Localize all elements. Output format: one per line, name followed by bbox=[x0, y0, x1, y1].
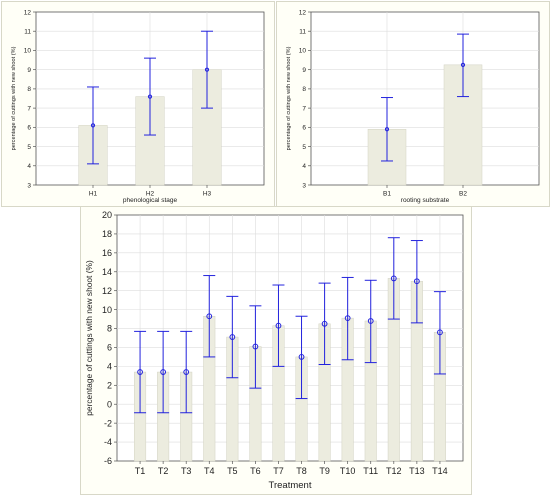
y-tick-label: 8 bbox=[302, 86, 306, 93]
x-tick-label: T6 bbox=[250, 466, 261, 476]
chart-panel-treatment: -6 -4 -2 0 2 4 6 8 10 12 14 16 18 20 T1 T2 T3 T4 T5 T6 T7 T8 T… bbox=[80, 206, 472, 495]
x-tick-label: B1 bbox=[383, 191, 391, 198]
x-tick-label: T13 bbox=[409, 466, 425, 476]
y-tick-label: 12 bbox=[299, 9, 307, 16]
y-tick-label: 14 bbox=[102, 267, 112, 277]
x-tick-label: T10 bbox=[340, 466, 356, 476]
y-axis-label: percentage of cuttings with new shoot (%… bbox=[286, 46, 292, 150]
mean-point bbox=[206, 313, 213, 320]
mean-point bbox=[390, 275, 397, 282]
plot-area bbox=[116, 214, 464, 462]
mean-point bbox=[344, 315, 351, 322]
x-tick-label: T14 bbox=[432, 466, 448, 476]
x-axis-label: Treatment bbox=[269, 480, 312, 491]
mean-point bbox=[90, 123, 96, 128]
y-tick-label: 16 bbox=[102, 248, 112, 258]
x-tick-label: T2 bbox=[158, 466, 169, 476]
mean-point bbox=[275, 322, 282, 329]
x-tick-label: T7 bbox=[273, 466, 284, 476]
x-tick-label: T1 bbox=[135, 466, 146, 476]
x-axis-label: phenological stage bbox=[123, 197, 178, 204]
y-tick-label: 2 bbox=[107, 380, 112, 390]
chart-panel-rooting-substrate: 3 4 5 6 7 8 9 10 11 12 B1 B2 rooting substrate percen… bbox=[276, 1, 550, 207]
y-tick-label: 9 bbox=[302, 67, 306, 74]
chart-svg-phenological-stage: 3 4 5 6 7 8 9 10 11 12 H1 H2 H3 phenological stage per… bbox=[11, 9, 265, 204]
y-tick-label: 18 bbox=[102, 229, 112, 239]
y-tick-label: 11 bbox=[299, 28, 306, 35]
y-tick-label: 6 bbox=[27, 125, 31, 132]
y-tick-label: 5 bbox=[302, 144, 306, 151]
chart-svg-treatment: -6 -4 -2 0 2 4 6 8 10 12 14 16 18 20 T1 T2 T3 T4 T5 T6 T7 T8 T… bbox=[84, 210, 464, 491]
y-tick-label: 5 bbox=[27, 144, 31, 151]
mean-point bbox=[437, 329, 443, 336]
x-axis-label: rooting substrate bbox=[401, 197, 450, 204]
y-axis-label: percentage of cuttings with new shoot (%… bbox=[84, 260, 94, 416]
y-axis-label: percentage of cuttings with new shoot (%… bbox=[11, 46, 17, 150]
mean-point bbox=[460, 62, 466, 67]
y-tick-label: 9 bbox=[27, 67, 31, 74]
mean-point bbox=[137, 369, 143, 375]
x-tick-label: T5 bbox=[227, 466, 238, 476]
chart-panel-phenological-stage: 3 4 5 6 7 8 9 10 11 12 H1 H2 H3 phenological stage per… bbox=[1, 1, 275, 207]
x-tick-label: T8 bbox=[296, 466, 307, 476]
mean-point bbox=[413, 278, 420, 285]
chart-svg-rooting-substrate: 3 4 5 6 7 8 9 10 11 12 B1 B2 rooting substrate percen… bbox=[286, 9, 540, 204]
y-tick-label: -4 bbox=[104, 437, 112, 447]
y-tick-label: 12 bbox=[102, 286, 112, 296]
mean-point bbox=[147, 94, 153, 99]
y-tick-label: 10 bbox=[24, 48, 32, 55]
y-tick-label: -6 bbox=[104, 456, 112, 466]
x-tick-label: H3 bbox=[203, 191, 212, 198]
x-tick-label: T4 bbox=[204, 466, 215, 476]
x-tick-label: T9 bbox=[319, 466, 330, 476]
mean-point bbox=[321, 320, 328, 327]
y-tick-label: 12 bbox=[24, 9, 32, 16]
y-tick-label: 4 bbox=[302, 163, 306, 170]
x-tick-label: B2 bbox=[459, 191, 467, 198]
y-tick-label: 10 bbox=[102, 305, 112, 315]
y-tick-label: 0 bbox=[107, 399, 112, 409]
y-tick-label: 3 bbox=[27, 182, 31, 189]
mean-point bbox=[229, 334, 236, 340]
bar bbox=[443, 64, 483, 186]
x-tick-label: H1 bbox=[89, 191, 98, 198]
x-tick-label: H2 bbox=[146, 191, 155, 198]
y-tick-label: 11 bbox=[24, 28, 31, 35]
y-tick-label: 20 bbox=[102, 210, 112, 220]
mean-point bbox=[183, 369, 190, 375]
x-tick-label: T3 bbox=[181, 466, 192, 476]
mean-point bbox=[160, 369, 167, 375]
y-tick-label: 6 bbox=[302, 125, 306, 132]
mean-point bbox=[367, 318, 374, 324]
y-tick-label: 4 bbox=[107, 362, 112, 372]
y-tick-label: -2 bbox=[104, 418, 112, 428]
mean-point bbox=[204, 67, 210, 72]
y-tick-label: 6 bbox=[107, 343, 112, 353]
plot-area bbox=[310, 11, 540, 186]
mean-point bbox=[252, 343, 259, 350]
y-tick-label: 4 bbox=[27, 163, 31, 170]
y-tick-label: 7 bbox=[27, 105, 31, 112]
x-tick-label: T11 bbox=[363, 466, 378, 476]
y-tick-label: 7 bbox=[302, 105, 306, 112]
x-tick-label: T12 bbox=[386, 466, 402, 476]
y-tick-label: 3 bbox=[302, 182, 306, 189]
mean-point bbox=[384, 127, 390, 132]
y-tick-label: 8 bbox=[27, 86, 31, 93]
mean-point bbox=[298, 354, 305, 360]
y-tick-label: 8 bbox=[107, 324, 112, 334]
y-tick-label: 10 bbox=[299, 48, 307, 55]
